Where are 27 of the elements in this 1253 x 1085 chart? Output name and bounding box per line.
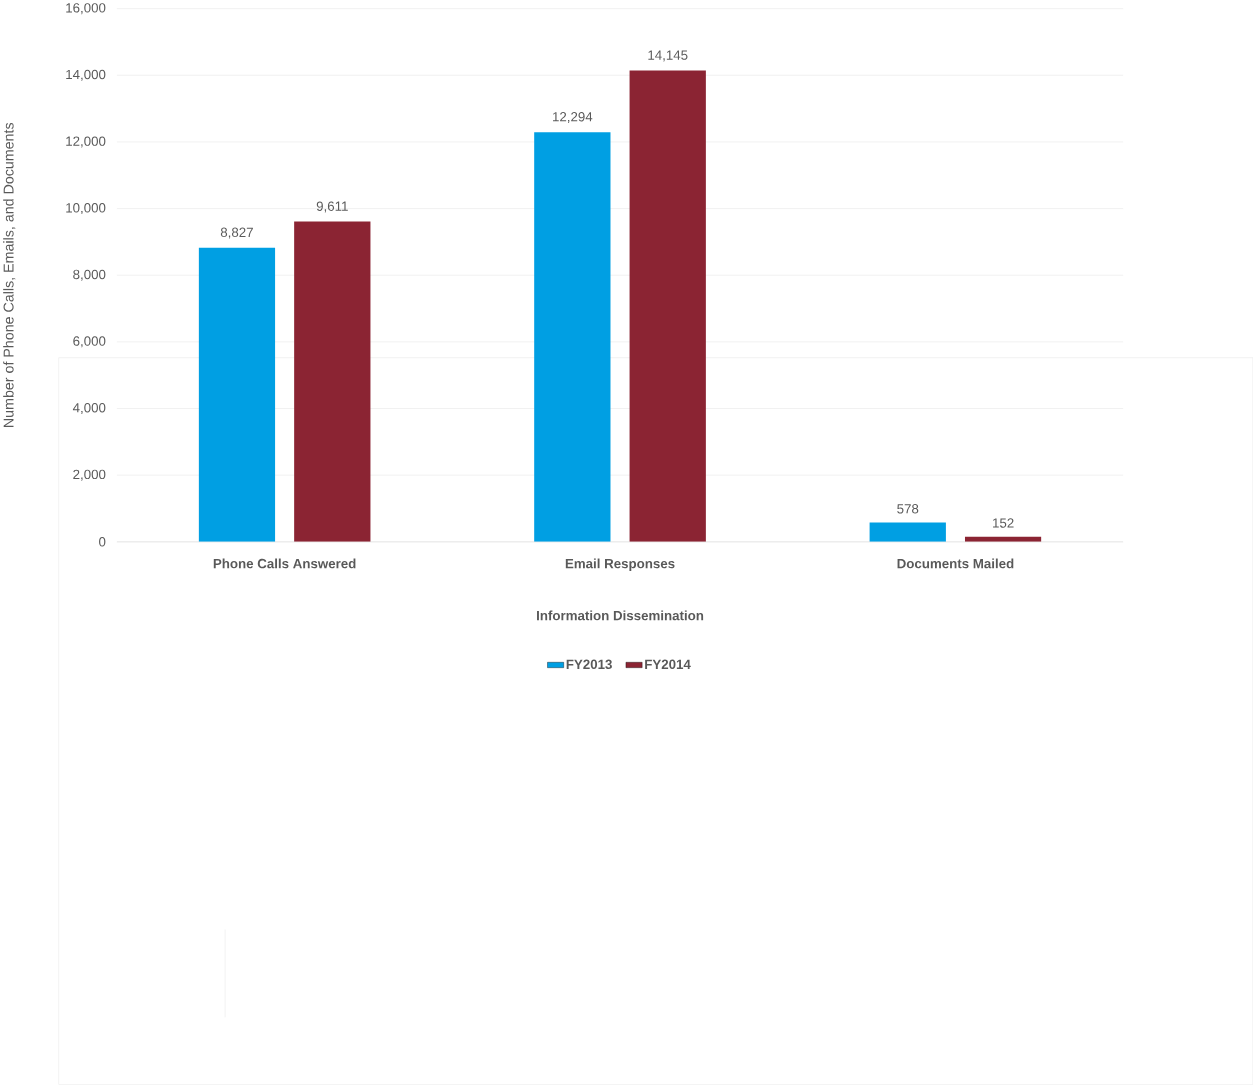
legend-label: FY2014 xyxy=(645,659,691,670)
data-label: 9,611 xyxy=(316,201,348,213)
x-axis-title: Information Dissemination xyxy=(537,610,704,621)
y-axis-title: Number of Phone Calls, Emails, and Documents xyxy=(3,123,16,428)
bar xyxy=(294,221,371,542)
x-tick-label: Documents Mailed xyxy=(897,558,1014,569)
x-tick-label: Email Responses xyxy=(565,558,675,572)
y-tick-label: 12,000 xyxy=(66,136,106,148)
data-label: 8,827 xyxy=(220,227,253,239)
bar xyxy=(198,247,276,542)
data-label: 12,294 xyxy=(553,112,593,124)
y-tick-label: 8,000 xyxy=(73,269,106,281)
legend-label: FY2013 xyxy=(566,659,612,670)
y-tick-label: 16,000 xyxy=(66,3,106,15)
y-tick-label: 0 xyxy=(99,537,106,547)
y-tick-label: 10,000 xyxy=(66,203,106,215)
bar xyxy=(869,522,946,542)
data-label: 14,145 xyxy=(648,50,688,62)
x-tick-label: Phone Calls Answered xyxy=(213,558,356,569)
y-tick-label: 14,000 xyxy=(66,69,106,81)
y-tick-label: 2,000 xyxy=(73,469,106,481)
data-label: 578 xyxy=(897,504,919,514)
data-label: 152 xyxy=(993,518,1014,528)
bar xyxy=(534,132,611,542)
bar xyxy=(629,70,706,542)
y-tick-label: 4,000 xyxy=(72,403,106,415)
y-tick-label: 6,000 xyxy=(73,336,106,348)
